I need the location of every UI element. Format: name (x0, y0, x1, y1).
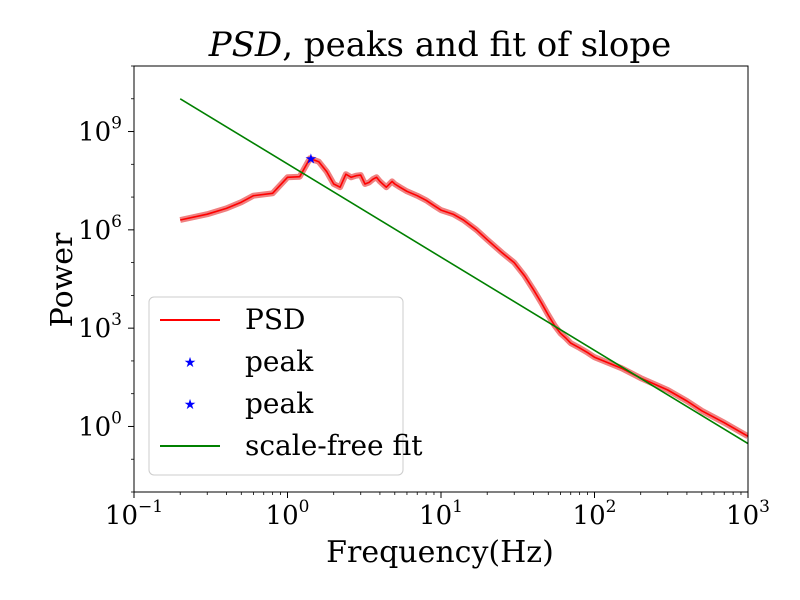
chart-title-text: , peaks and fit of slope (282, 25, 671, 65)
y-tick-label: 109 (78, 114, 122, 148)
scale-free-fit-line (179, 98, 748, 445)
psd-line (180, 157, 748, 437)
y-axis-label: Power (45, 232, 80, 327)
x-tick-label: 103 (726, 497, 770, 531)
y-tick-label: 100 (78, 408, 122, 442)
legend-label: PSD (245, 303, 305, 336)
legend-box (148, 296, 404, 476)
legend-label: peak (245, 345, 314, 378)
x-tick-label: 101 (419, 497, 463, 531)
legend-label: peak (245, 387, 314, 420)
y-tick-label: 106 (78, 212, 122, 246)
legend-handle-marker: ★ (184, 356, 197, 371)
plot-area: ★ 10−1 100 101 102 103 100 103 106 109 (78, 65, 770, 531)
chart-title-math: PSD (208, 25, 282, 65)
chart-title: PSD, peaks and fit of slope (208, 25, 672, 65)
plot-content: ★ (179, 98, 748, 445)
legend-label: scale-free fit (245, 429, 423, 462)
x-tick-label: 100 (266, 497, 310, 531)
legend: PSD ★ peak ★ peak scale-free fit (148, 296, 423, 476)
x-axis-label: Frequency(Hz) (326, 535, 554, 570)
y-tick-label: 103 (78, 310, 122, 344)
peak-marker: ★ (305, 153, 318, 168)
legend-handle-marker: ★ (184, 398, 197, 413)
x-tick-label: 102 (573, 497, 617, 531)
x-tick-label: 10−1 (105, 497, 163, 531)
